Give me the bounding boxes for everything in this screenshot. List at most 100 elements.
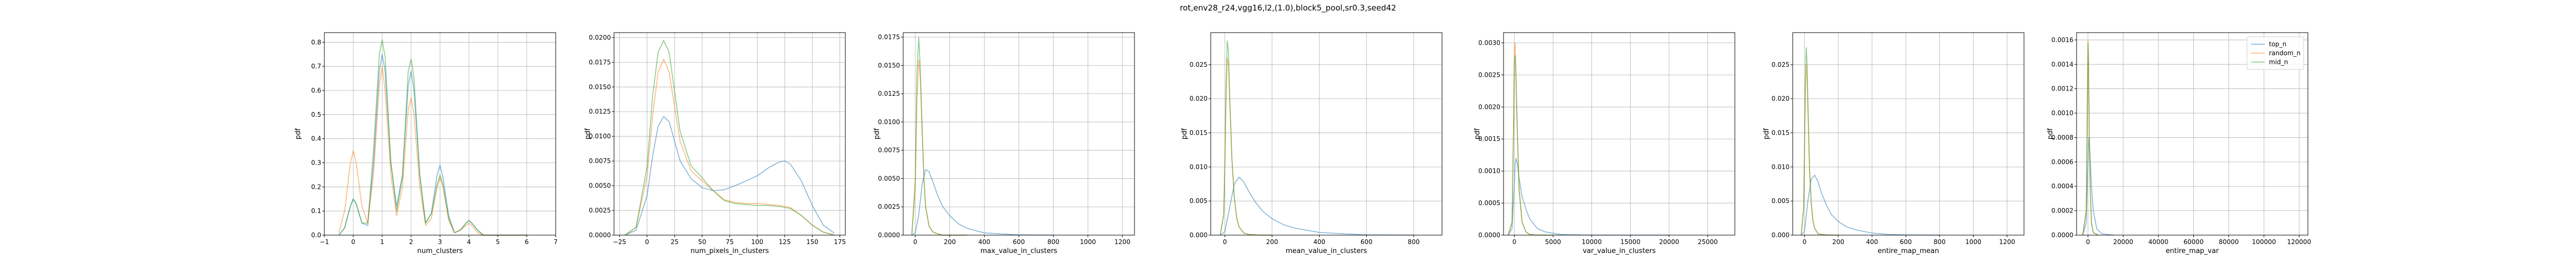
y-axis-label: pdf (294, 128, 302, 140)
y-tick-label: 0.0000 (1478, 231, 1500, 239)
x-tick-label: 40000 (2148, 238, 2168, 246)
axes-frame (1210, 32, 1443, 236)
figure-suptitle: rot,env28_r24,vgg16,l2,(1.0),block5_pool… (1180, 3, 1396, 13)
x-tick-label: 6 (525, 238, 529, 246)
series-line-top-n (1801, 175, 1940, 236)
legend-box (2246, 36, 2304, 70)
y-axis-label: pdf (1763, 128, 1771, 140)
x-tick-label: 1 (380, 238, 384, 246)
x-tick-label: 1200 (1999, 238, 2016, 246)
x-axis-label: max_value_in_clusters (980, 247, 1057, 255)
y-tick-label: 0.0025 (589, 207, 611, 214)
x-tick-label: 0 (645, 238, 649, 246)
axes-frame (2076, 32, 2308, 236)
series-line-random-n (338, 66, 527, 236)
x-tick-label: 20000 (1659, 238, 1679, 246)
y-tick-label: 0.0010 (2051, 109, 2073, 117)
x-axis-label: num_pixels_in_clusters (690, 247, 769, 255)
subplot-num_clusters: −1 0 1 2 3 4 5 6 7 0.0 0.1 0.2 0.3 0.4 0.5 0.6 0.7 0.8 num… (294, 32, 558, 255)
x-tick-label: 0 (2086, 238, 2090, 246)
x-tick-label: 800 (1934, 238, 1946, 246)
x-tick-label: 400 (1866, 238, 1878, 246)
y-tick-label: 0.010 (1772, 163, 1790, 170)
y-tick-label: 0.5 (311, 111, 321, 118)
x-tick-label: 60000 (2183, 238, 2203, 246)
y-tick-label: 0.025 (1190, 61, 1208, 68)
x-tick-label: 1200 (1115, 238, 1131, 246)
y-tick-label: 0.0004 (2051, 183, 2073, 190)
y-tick-label: 0.3 (311, 159, 321, 167)
y-tick-label: 0.0175 (589, 58, 611, 66)
x-tick-label: 2 (409, 238, 413, 246)
y-tick-label: 0.020 (1772, 95, 1790, 103)
axes-frame (1503, 32, 1735, 236)
x-axis-label: mean_value_in_clusters (1286, 247, 1367, 255)
y-tick-label: 0.0000 (878, 231, 900, 239)
x-tick-label: 600 (1013, 238, 1025, 246)
x-tick-label: 0 (351, 238, 355, 246)
y-tick-label: 0.0015 (1478, 135, 1500, 143)
series-line-mid-n (1508, 55, 1553, 236)
y-tick-label: 0.025 (1772, 61, 1790, 68)
x-tick-label: 1000 (1080, 238, 1096, 246)
y-tick-label: 0.6 (311, 87, 321, 94)
x-tick-label: 4 (467, 238, 471, 246)
series-line-top-n (1220, 176, 1414, 236)
subplot-var_value_in_clusters: 0 5000 10000 15000 20000 25000 0.0000 0.0005 0.0… (1474, 32, 1735, 255)
y-tick-label: 0.005 (1190, 197, 1208, 205)
y-tick-label: 0.020 (1190, 95, 1208, 103)
y-tick-label: 0.0050 (878, 175, 900, 182)
series-line-mid-n (1801, 47, 1838, 236)
y-tick-label: 0.0200 (589, 34, 611, 41)
subplot-entire_map_mean: 0 200 400 600 800 1000 1200 0.000 0.005 0.010 0.01… (1763, 32, 2025, 255)
y-tick-label: 0.0125 (589, 108, 611, 115)
x-tick-label: 0 (1803, 238, 1807, 246)
x-tick-label: 0 (913, 238, 917, 246)
x-tick-label: 80000 (2219, 238, 2238, 246)
series-line-top-n (911, 169, 1054, 236)
x-tick-label: 600 (1361, 238, 1373, 246)
x-axis-label: entire_map_var (2166, 247, 2220, 255)
x-tick-label: 20000 (2113, 238, 2133, 246)
subplot-max_value_in_clusters: 0 200 400 600 800 1000 1200 0.0000 0.0025 0.0050 0… (873, 32, 1135, 255)
y-tick-label: 0.4 (311, 135, 321, 143)
legend-label-top-n: top_n (2269, 41, 2286, 48)
y-tick-label: 0.7 (311, 63, 321, 70)
legend-label-mid-n: mid_n (2269, 58, 2288, 66)
x-tick-label: 400 (1313, 238, 1325, 246)
y-tick-label: 0.0030 (1478, 39, 1500, 46)
x-tick-label: 200 (944, 238, 956, 246)
y-tick-label: 0.0002 (2051, 207, 2073, 215)
x-axis-label: var_value_in_clusters (1583, 247, 1656, 255)
x-tick-label: 10000 (1582, 238, 1602, 246)
y-axis-label: pdf (1474, 128, 1481, 140)
y-tick-label: 0.0050 (589, 182, 611, 189)
x-tick-label: 100 (751, 238, 763, 246)
y-tick-label: 0.0150 (878, 62, 900, 69)
y-tick-label: 0.0150 (589, 83, 611, 90)
x-tick-label: 175 (834, 238, 846, 246)
series-line-mid-n (625, 40, 835, 236)
x-tick-label: −1 (320, 238, 329, 246)
x-tick-label: 0 (1223, 238, 1227, 246)
x-tick-label: 25000 (1698, 238, 1718, 246)
y-tick-label: 0.0008 (2051, 134, 2073, 141)
x-tick-label: 120000 (2287, 238, 2311, 246)
x-tick-label: 5000 (1545, 238, 1561, 246)
legend-label-random-n: random_n (2269, 49, 2301, 57)
x-tick-label: −25 (613, 238, 626, 246)
series-line-mid-n (338, 39, 527, 236)
x-tick-label: 800 (1408, 238, 1420, 246)
y-tick-label: 0.0005 (1478, 199, 1500, 207)
y-tick-label: 0.0000 (2051, 231, 2073, 239)
y-tick-label: 0.015 (1190, 129, 1208, 137)
subplot-num_pixels_in_clusters: −25 0 25 50 75 100 125 150 175 0.0000 0.0025 0.0050… (584, 32, 846, 255)
y-tick-label: 0.1 (311, 207, 321, 215)
y-tick-label: 0.8 (311, 38, 321, 46)
y-tick-label: 0.0016 (2051, 36, 2073, 44)
y-tick-label: 0.0100 (589, 133, 611, 140)
series-line-top-n (625, 116, 835, 236)
